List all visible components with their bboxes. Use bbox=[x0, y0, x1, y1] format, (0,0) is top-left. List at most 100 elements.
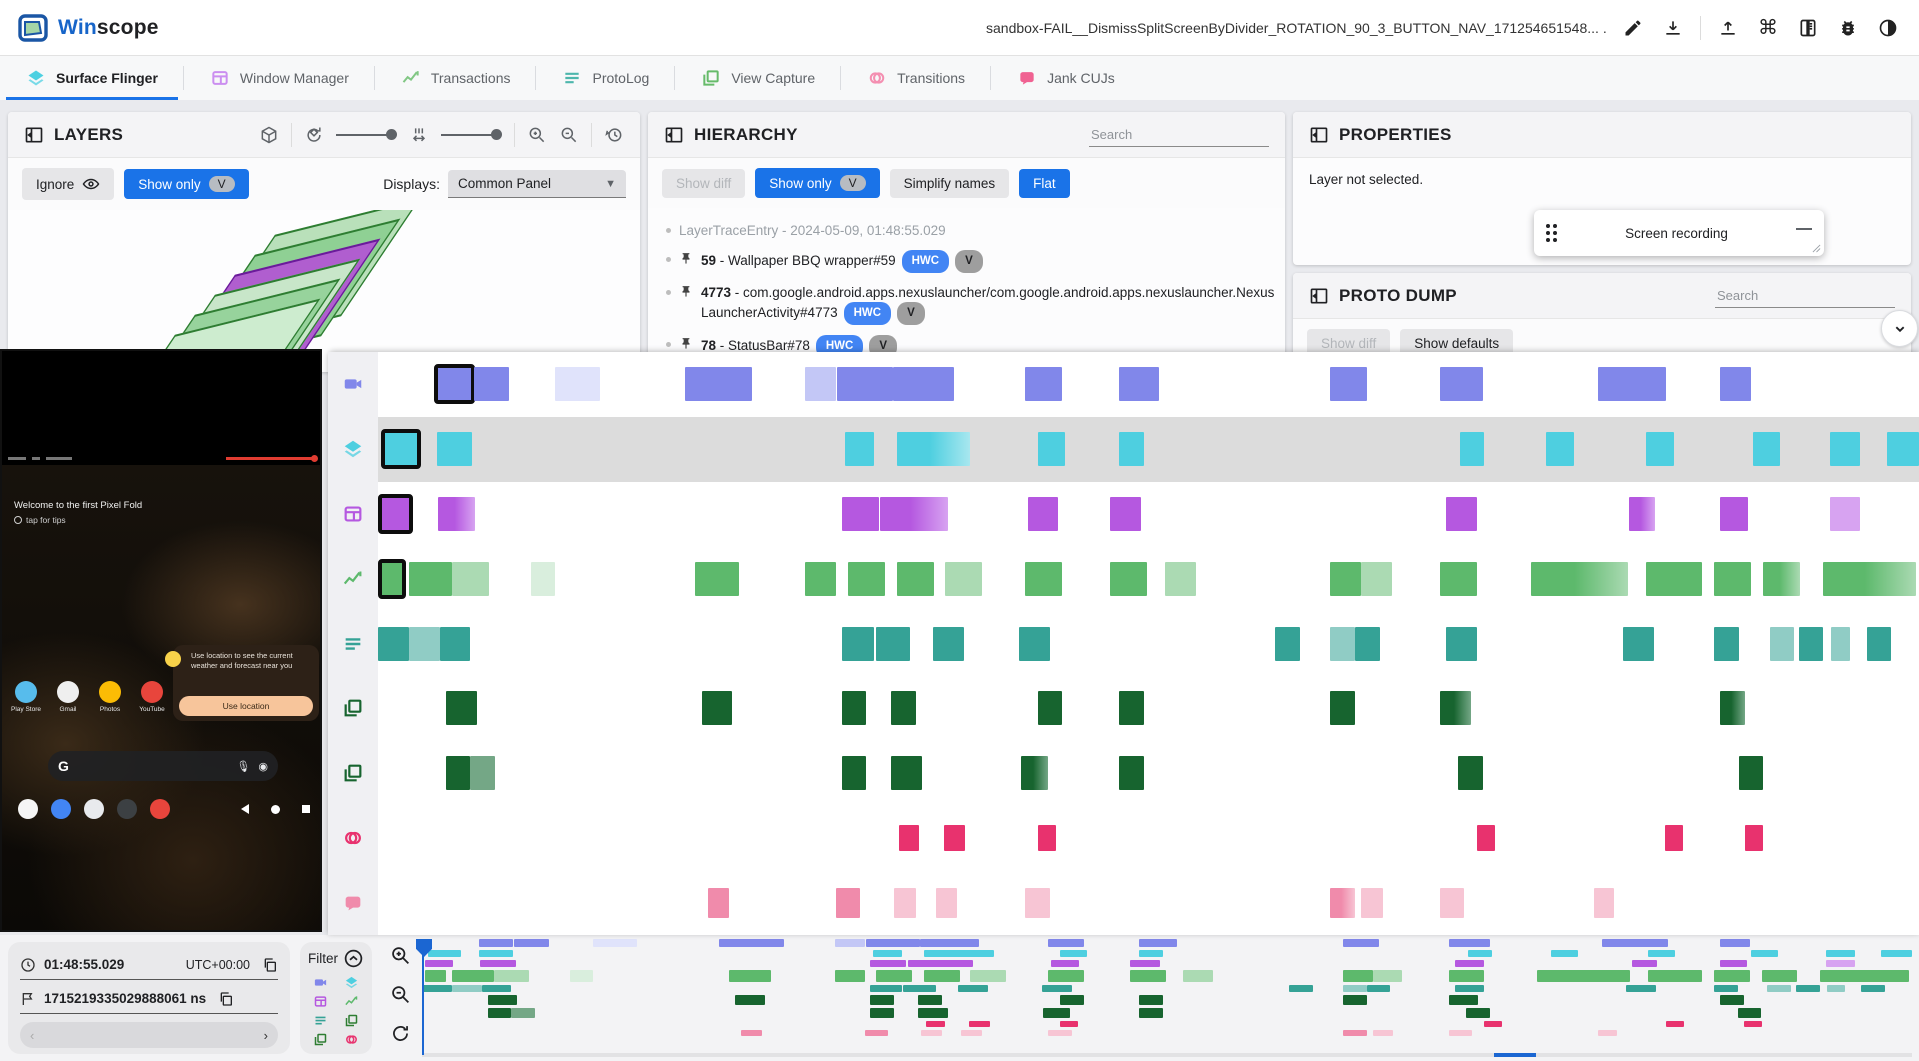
tree-node-layer[interactable]: 59 - Wallpaper BBQ wrapper#59 HWC V bbox=[662, 245, 1281, 278]
pin-icon[interactable] bbox=[679, 337, 693, 351]
trace-entry-block[interactable] bbox=[1445, 496, 1477, 531]
3d-view-icon[interactable] bbox=[259, 125, 279, 145]
trace-entry-block[interactable] bbox=[707, 887, 730, 918]
trace-entry-block[interactable] bbox=[1119, 756, 1144, 791]
dark-mode-toggle-icon[interactable] bbox=[1875, 15, 1901, 41]
trace-entry-block[interactable] bbox=[848, 561, 885, 596]
mini-timeline-scrollbar[interactable] bbox=[422, 1053, 1912, 1057]
trace-entry-block[interactable] bbox=[932, 626, 964, 661]
spacing-icon[interactable] bbox=[409, 125, 429, 145]
trace-entry-block[interactable] bbox=[1829, 496, 1861, 531]
rings-filter-icon[interactable] bbox=[344, 1032, 359, 1047]
trace-entry-block[interactable] bbox=[935, 887, 958, 918]
show-only-button[interactable]: Show only V bbox=[124, 169, 249, 199]
collapse-panel-icon[interactable] bbox=[1309, 125, 1329, 145]
trace-entry-block[interactable] bbox=[378, 626, 409, 661]
zoom-out-icon[interactable] bbox=[390, 984, 411, 1005]
trace-entry-block[interactable] bbox=[897, 561, 935, 596]
dock-app-icon[interactable] bbox=[18, 799, 38, 819]
collapse-filter-icon[interactable] bbox=[343, 948, 364, 969]
proto-dump-search-input[interactable] bbox=[1715, 283, 1895, 308]
copy-icon[interactable] bbox=[262, 957, 278, 973]
tab-transitions[interactable]: Transitions bbox=[841, 56, 992, 100]
tab-window-manager[interactable]: Window Manager bbox=[184, 56, 375, 100]
pin-icon[interactable] bbox=[679, 285, 693, 299]
trace-entry-block[interactable] bbox=[1823, 561, 1916, 596]
trace-entry-block[interactable] bbox=[1361, 887, 1383, 918]
download-icon[interactable] bbox=[1660, 15, 1686, 41]
tab-view-capture[interactable]: View Capture bbox=[675, 56, 842, 100]
trace-entry-block[interactable] bbox=[1831, 626, 1850, 661]
zoom-in-icon[interactable] bbox=[390, 945, 411, 966]
app-icon-play-store[interactable]: Play Store bbox=[11, 681, 41, 713]
trace-entry-block[interactable] bbox=[530, 561, 556, 596]
trace-entry-block[interactable] bbox=[436, 432, 472, 467]
trace-entry-block[interactable] bbox=[1646, 432, 1674, 467]
pin-icon[interactable] bbox=[679, 252, 693, 266]
trace-entry-block[interactable] bbox=[695, 561, 739, 596]
trace-entry-block[interactable] bbox=[1629, 496, 1656, 531]
mic-icon[interactable]: 🎙 bbox=[236, 760, 251, 773]
collapse-panel-icon[interactable] bbox=[24, 125, 44, 145]
show-only-button[interactable]: Show only V bbox=[755, 168, 880, 198]
trace-entry-block[interactable] bbox=[1330, 561, 1362, 596]
dock-app-icon[interactable] bbox=[84, 799, 104, 819]
rotation-icon[interactable] bbox=[304, 125, 324, 145]
trace-entry-block[interactable] bbox=[684, 367, 753, 402]
spacing-slider[interactable] bbox=[441, 129, 502, 140]
hierarchy-search-input[interactable] bbox=[1089, 122, 1269, 147]
timeline-cursor-line[interactable] bbox=[422, 939, 424, 1055]
trace-entry-block[interactable] bbox=[473, 367, 509, 402]
trace-entry-block[interactable] bbox=[1714, 626, 1739, 661]
collapse-panel-icon[interactable] bbox=[1309, 286, 1329, 306]
trace-entry-block[interactable] bbox=[1714, 561, 1752, 596]
upload-icon[interactable] bbox=[1715, 15, 1741, 41]
trace-entry-block[interactable] bbox=[841, 756, 867, 791]
trace-entry-block[interactable] bbox=[804, 561, 836, 596]
tab-jank-cujs[interactable]: Jank CUJs bbox=[991, 56, 1141, 100]
trace-entry-block[interactable] bbox=[841, 626, 875, 661]
trace-entry-block[interactable] bbox=[1330, 626, 1355, 661]
use-location-button[interactable]: Use location bbox=[179, 696, 313, 716]
trace-entry-block[interactable] bbox=[1769, 626, 1795, 661]
reset-zoom-icon[interactable] bbox=[390, 1023, 411, 1044]
timeline-row[interactable] bbox=[378, 482, 1919, 547]
tab-transactions[interactable]: Transactions bbox=[375, 56, 537, 100]
dock-app-icon[interactable] bbox=[51, 799, 71, 819]
timeline-row[interactable] bbox=[378, 352, 1919, 417]
trace-entry-block[interactable] bbox=[1330, 691, 1355, 726]
tab-protolog[interactable]: ProtoLog bbox=[536, 56, 676, 100]
window-filter-icon[interactable] bbox=[313, 994, 328, 1009]
trace-entry-block[interactable] bbox=[1274, 626, 1300, 661]
trace-entry-block[interactable] bbox=[898, 824, 919, 851]
trace-entry-block[interactable] bbox=[1744, 824, 1764, 851]
trace-entry-block[interactable] bbox=[1829, 432, 1861, 467]
trace-entry-block[interactable] bbox=[1476, 824, 1496, 851]
reset-view-icon[interactable] bbox=[604, 125, 624, 145]
trace-entry-block[interactable] bbox=[841, 496, 879, 531]
trace-entry-block[interactable] bbox=[451, 561, 489, 596]
trace-entry-block[interactable] bbox=[1109, 561, 1147, 596]
current-time[interactable]: 01:48:55.029 bbox=[44, 957, 125, 972]
trace-entry-block[interactable] bbox=[891, 691, 916, 726]
screen-recording-overlay-card[interactable]: Screen recording bbox=[1534, 210, 1824, 256]
trace-entry-block[interactable] bbox=[1664, 824, 1684, 851]
tree-node-layer[interactable]: 4773 - com.google.android.apps.nexuslaun… bbox=[662, 278, 1281, 330]
trace-entry-block[interactable] bbox=[1119, 432, 1144, 467]
timeline-row[interactable] bbox=[378, 611, 1919, 676]
trace-entry-block[interactable] bbox=[378, 558, 406, 599]
trace-entry-block[interactable] bbox=[1109, 496, 1141, 531]
timeline-cursor-handle[interactable] bbox=[416, 939, 432, 957]
trace-entry-block[interactable] bbox=[892, 367, 955, 402]
trace-entry-block[interactable] bbox=[1028, 496, 1058, 531]
app-icon-gmail[interactable]: Gmail bbox=[54, 681, 82, 713]
trace-entry-block[interactable] bbox=[880, 496, 949, 531]
timeline-rows[interactable] bbox=[378, 352, 1919, 935]
dock-app-icon[interactable] bbox=[150, 799, 170, 819]
copy-icon[interactable] bbox=[218, 991, 234, 1007]
shortcuts-icon[interactable]: ⌘ bbox=[1758, 17, 1778, 39]
trace-entry-block[interactable] bbox=[875, 626, 910, 661]
trace-entry-block[interactable] bbox=[891, 756, 922, 791]
zigzag-filter-icon[interactable] bbox=[344, 994, 359, 1009]
trace-entry-block[interactable] bbox=[1458, 756, 1483, 791]
